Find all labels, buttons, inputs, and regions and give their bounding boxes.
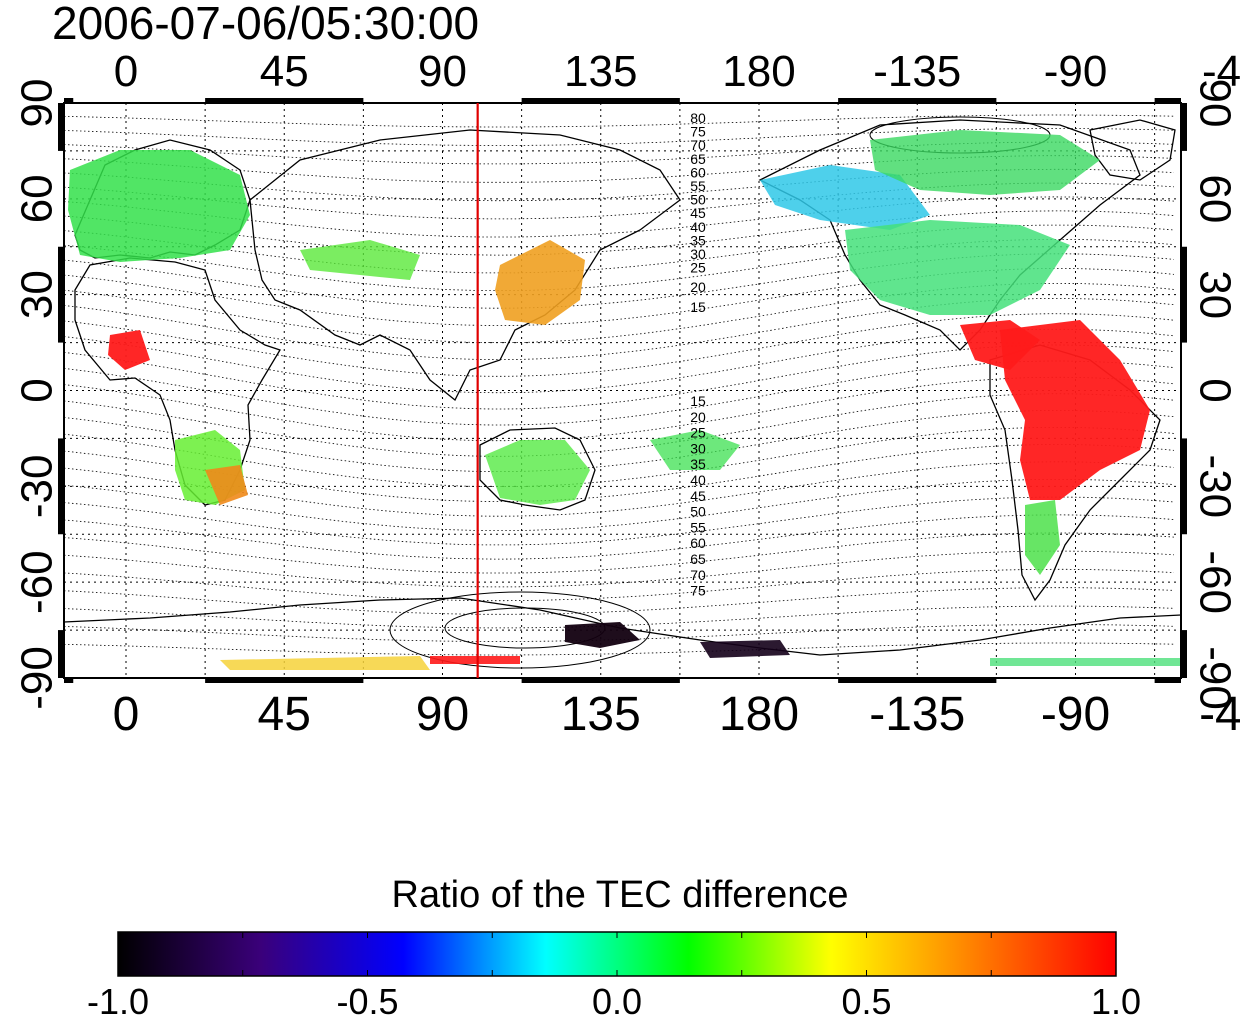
left-lat-tick-label: -90 bbox=[13, 646, 62, 710]
bottom-lon-tick-label: -45 bbox=[1199, 688, 1240, 741]
south-africa-hot-patch bbox=[205, 465, 248, 505]
mag-lat-label: 35 bbox=[690, 232, 706, 248]
africa-outline bbox=[74, 257, 281, 506]
bottom-lon-tick-label: 135 bbox=[561, 688, 641, 741]
bottom-lon-tick-label: 0 bbox=[113, 688, 140, 741]
bottom-lon-tick-label: -135 bbox=[869, 688, 965, 741]
china-hot-patch bbox=[495, 240, 585, 325]
mag-lat-label: 55 bbox=[690, 178, 706, 194]
mag-lat-label: 55 bbox=[690, 519, 706, 535]
top-lon-tick-label: 0 bbox=[114, 47, 138, 96]
mag-lat-label: 30 bbox=[690, 440, 706, 456]
top-lon-tick-label: 45 bbox=[260, 47, 309, 96]
axis-tick-labels: 0045459090135135180180-135-135-90-90-45-… bbox=[13, 47, 1240, 741]
mag-lat-label: 35 bbox=[690, 456, 706, 472]
canada-tec-patch bbox=[760, 165, 930, 230]
mag-lat-label: 65 bbox=[690, 551, 706, 567]
asia-tec-patch bbox=[300, 240, 420, 280]
antarctic-warm-strip bbox=[220, 656, 430, 670]
top-lon-tick-label: -45 bbox=[1202, 47, 1240, 96]
top-lon-tick-label: 135 bbox=[564, 47, 637, 96]
mag-lat-label: 75 bbox=[690, 124, 706, 140]
left-lat-tick-label: -60 bbox=[13, 550, 62, 614]
mag-lat-label: 25 bbox=[690, 260, 706, 276]
mag-lat-label: 20 bbox=[690, 409, 706, 425]
asia-outline bbox=[249, 129, 681, 402]
colorbar bbox=[117, 931, 1117, 977]
australia-tec-patch bbox=[485, 440, 590, 505]
map-timestamp: 2006-07-06/05:30:00 bbox=[52, 0, 480, 49]
right-lat-tick-label: -30 bbox=[1190, 455, 1239, 519]
mag-lat-label: 75 bbox=[690, 583, 706, 599]
antarctica-outline bbox=[64, 597, 1181, 656]
mag-lat-label: 80 bbox=[690, 110, 706, 126]
mag-lat-label: 60 bbox=[690, 535, 706, 551]
bottom-lon-tick-label: 45 bbox=[258, 688, 311, 741]
mag-lat-label: 65 bbox=[690, 151, 706, 167]
colorbar-tick-label: -0.5 bbox=[336, 981, 399, 1022]
left-lat-tick-label: -30 bbox=[13, 455, 62, 519]
west-africa-hot-patch bbox=[108, 330, 150, 370]
frame-tick-bars bbox=[58, 98, 1187, 683]
bottom-lon-tick-label: 90 bbox=[416, 688, 469, 741]
right-lat-tick-label: -90 bbox=[1190, 646, 1239, 710]
mag-lat-label: 30 bbox=[690, 246, 706, 262]
left-lat-tick-label: 0 bbox=[13, 378, 62, 402]
mag-lat-label: 40 bbox=[690, 472, 706, 488]
south-america-hot-patch bbox=[1000, 320, 1150, 500]
top-lon-tick-label: 90 bbox=[418, 47, 467, 96]
magnetic-latitude-labels: 8075706560555045403530252015152025303540… bbox=[690, 110, 706, 599]
colorbar-tick-label: 0.0 bbox=[591, 981, 643, 1022]
antarctic-dark-patch bbox=[565, 622, 640, 648]
colorbar-title: Ratio of the TEC difference bbox=[391, 874, 849, 916]
mag-lat-label: 20 bbox=[690, 279, 706, 295]
colorbar-ticks bbox=[117, 932, 1117, 976]
colorbar-tick-label: 0.5 bbox=[841, 981, 892, 1022]
left-lat-tick-label: 60 bbox=[13, 174, 62, 223]
bottom-lon-tick-label: 180 bbox=[719, 688, 799, 741]
map-content: 8075706560555045403530252015152025303540… bbox=[64, 103, 1181, 678]
mag-lat-label: 15 bbox=[690, 393, 706, 409]
right-lat-tick-label: 0 bbox=[1190, 378, 1239, 402]
right-lat-tick-label: 60 bbox=[1190, 174, 1239, 223]
europe-tec-patch bbox=[68, 150, 250, 262]
left-lat-tick-label: 90 bbox=[13, 79, 62, 128]
australia-outline bbox=[479, 427, 596, 511]
top-lon-tick-label: -135 bbox=[873, 47, 961, 96]
antarctic-red-strip bbox=[430, 656, 520, 664]
bottom-lon-tick-label: -90 bbox=[1041, 688, 1110, 741]
mag-lat-label: 45 bbox=[690, 205, 706, 221]
greenland-outline bbox=[1089, 119, 1176, 181]
mag-lat-label: 60 bbox=[690, 164, 706, 180]
mag-lat-label: 45 bbox=[690, 488, 706, 504]
antarctic-dark-patch-2 bbox=[700, 640, 790, 658]
pacific-tec-patch bbox=[650, 430, 740, 470]
mag-lat-label: 25 bbox=[690, 425, 706, 441]
right-lat-tick-label: -60 bbox=[1190, 550, 1239, 614]
mag-lat-label: 50 bbox=[690, 192, 706, 208]
right-lat-tick-label: 90 bbox=[1190, 79, 1239, 128]
mag-lat-label: 40 bbox=[690, 219, 706, 235]
tec-data-patches bbox=[68, 130, 1180, 670]
colorbar-tick-label: -1.0 bbox=[86, 981, 150, 1022]
left-lat-tick-label: 30 bbox=[13, 270, 62, 319]
south-pacific-strip bbox=[990, 658, 1180, 666]
mag-lat-label: 50 bbox=[690, 504, 706, 520]
patagonia-tec-patch bbox=[1025, 500, 1060, 575]
top-lon-tick-label: 180 bbox=[722, 47, 795, 96]
colorbar-tick-label: 1.0 bbox=[1090, 981, 1142, 1022]
usa-tec-patch bbox=[845, 220, 1070, 315]
mag-lat-label: 70 bbox=[690, 567, 706, 583]
mag-lat-label: 15 bbox=[690, 299, 706, 315]
right-lat-tick-label: 30 bbox=[1190, 270, 1239, 319]
arctic-tec-patch bbox=[870, 130, 1100, 195]
mag-lat-label: 70 bbox=[690, 137, 706, 153]
top-lon-tick-label: -90 bbox=[1044, 47, 1108, 96]
